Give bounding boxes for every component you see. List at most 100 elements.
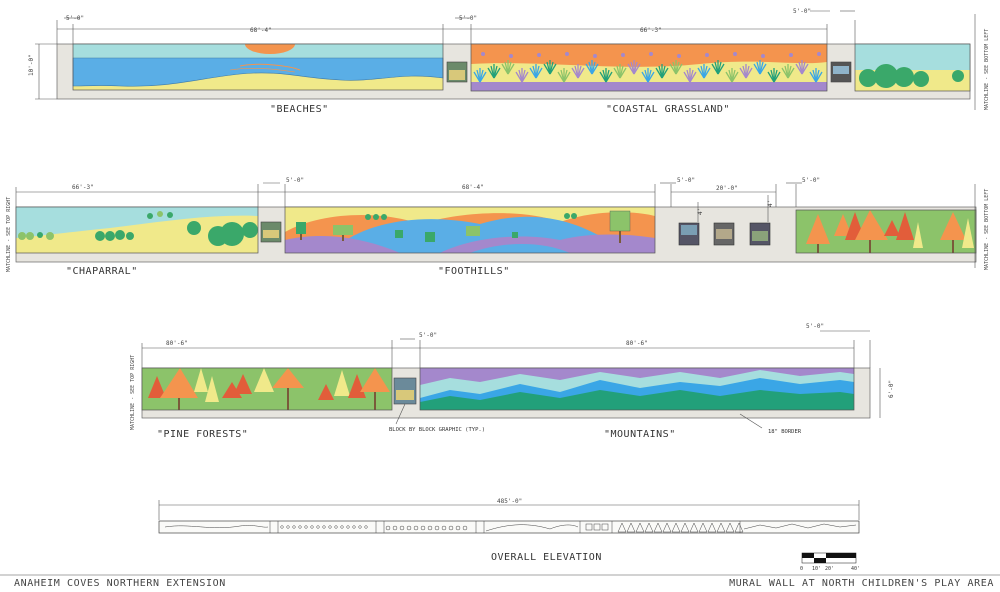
grass-blade bbox=[787, 67, 795, 79]
grass-blade bbox=[647, 71, 655, 83]
sketch-tuft bbox=[346, 525, 350, 529]
dim-row1-gap-b: 5'-0" bbox=[459, 15, 477, 22]
sketch-pine bbox=[707, 522, 717, 533]
flower-head bbox=[509, 54, 513, 58]
sketch-pine bbox=[671, 522, 681, 533]
row-3: 80'-6" 5'-0" 80'-6" 5'-0" 6'-0" MATCHLIN… bbox=[130, 323, 895, 440]
overall-thumbnail-sketch bbox=[164, 521, 857, 533]
grass-blade bbox=[745, 67, 753, 79]
sketch-hills bbox=[485, 524, 579, 532]
sketch-bush bbox=[385, 525, 391, 531]
scale-40: 40' bbox=[851, 566, 860, 572]
sketch-bush bbox=[427, 525, 433, 531]
grass-blade bbox=[591, 63, 599, 75]
dim-row2-foothills: 68'-4" bbox=[462, 184, 484, 191]
grass-blade bbox=[661, 67, 669, 79]
dim-row3-pine: 80'-6" bbox=[166, 340, 188, 347]
dim-row2-photos: 20'-0" bbox=[716, 185, 738, 192]
row-2-dimensions: 66'-3" 5'-0" 68'-4" 5'-0" 20'-0" 5'-0" 4… bbox=[15, 177, 820, 222]
label-mountains: "MOUNTAINS" bbox=[604, 429, 676, 440]
dim-row1-grassland: 66'-3" bbox=[640, 27, 662, 34]
flower-head bbox=[649, 52, 653, 56]
sketch-bush bbox=[399, 525, 405, 531]
row-1-dimensions: 5'-0" 68'-4" 5'-0" 66'-3" 5'-0" 10'-0" bbox=[28, 8, 856, 100]
annotation-block-graphic: BLOCK BY BLOCK GRAPHIC (TYP.) bbox=[389, 427, 485, 433]
sketch-tuft bbox=[298, 525, 302, 529]
chaparral-panel bbox=[15, 206, 259, 254]
dim-row2-gap-b: 5'-0" bbox=[677, 177, 695, 184]
flower-head bbox=[677, 54, 681, 58]
dim-row3-gap-b: 5'-0" bbox=[806, 323, 824, 330]
grass-blade bbox=[493, 67, 501, 79]
beaches-panel bbox=[72, 43, 444, 91]
sketch-pine bbox=[725, 522, 735, 533]
grass-blade bbox=[563, 71, 571, 83]
scale-0: 0 bbox=[800, 566, 803, 572]
dim-row2-gap-c: 5'-0" bbox=[802, 177, 820, 184]
sketch-tuft bbox=[280, 525, 284, 529]
row-1: 5'-0" 68'-4" 5'-0" 66'-3" 5'-0" 10'-0" M… bbox=[28, 8, 990, 115]
leader-block-graphic bbox=[395, 403, 406, 425]
sketch-tuft bbox=[334, 525, 338, 529]
grass-blade bbox=[507, 63, 515, 75]
sketch-tuft bbox=[364, 525, 368, 529]
sketch-bush bbox=[448, 525, 454, 531]
row-2: 66'-3" 5'-0" 68'-4" 5'-0" 20'-0" 5'-0" 4… bbox=[6, 177, 990, 277]
sketch-tuft bbox=[304, 525, 308, 529]
grass-blade bbox=[773, 71, 781, 83]
coastal-grassland-panel bbox=[470, 43, 828, 92]
grass-blade bbox=[731, 71, 739, 83]
dim-row2-chaparral: 66'-3" bbox=[72, 184, 94, 191]
grass-blade bbox=[619, 67, 627, 79]
flower-head bbox=[481, 52, 485, 56]
dim-row2-small-a: 4' bbox=[697, 208, 704, 215]
sketch-pine bbox=[698, 522, 708, 533]
flower-head bbox=[593, 54, 597, 58]
grass-blade bbox=[605, 71, 613, 83]
sketch-pine bbox=[635, 522, 645, 533]
grass-blade bbox=[633, 63, 641, 75]
flower-head bbox=[733, 52, 737, 56]
title-block: ANAHEIM COVES NORTHERN EXTENSION MURAL W… bbox=[0, 574, 1000, 589]
pine-forests-panel bbox=[141, 367, 393, 411]
flower-head bbox=[565, 52, 569, 56]
grass-blade bbox=[675, 63, 683, 75]
flower-head bbox=[817, 52, 821, 56]
grass-blade bbox=[549, 63, 557, 75]
sketch-bush bbox=[420, 525, 426, 531]
flower-head bbox=[705, 53, 709, 57]
pine-forest-start-panel bbox=[795, 209, 977, 254]
scale-10: 10' bbox=[812, 566, 821, 572]
dim-row1-height: 10'-0" bbox=[28, 54, 35, 76]
dim-row2-small-b: 4' bbox=[767, 200, 774, 207]
dim-overall: 485'-0" bbox=[497, 498, 522, 505]
label-chaparral: "CHAPARRAL" bbox=[66, 266, 138, 277]
grass-tufts bbox=[473, 52, 823, 83]
matchline-top-right: MATCHLINE - SEE BOTTOM LEFT bbox=[984, 29, 990, 110]
label-beaches: "BEACHES" bbox=[270, 104, 329, 115]
sketch-tuft bbox=[310, 525, 314, 529]
dim-row2-gap-a: 5'-0" bbox=[286, 177, 304, 184]
title-right: MURAL WALL AT NORTH CHILDREN'S PLAY AREA bbox=[729, 578, 994, 589]
scale-bar: 0 10' 20' 40' bbox=[800, 552, 860, 572]
dim-row1-beaches: 68'-4" bbox=[250, 27, 272, 34]
sketch-tuft bbox=[340, 525, 344, 529]
overall-elevation-title: OVERALL ELEVATION bbox=[491, 552, 602, 563]
flower-head bbox=[537, 53, 541, 57]
matchline-row2-right: MATCHLINE - SEE BOTTOM LEFT bbox=[984, 189, 990, 270]
grass-blade bbox=[801, 63, 809, 75]
leader-border bbox=[739, 413, 763, 429]
matchline-row3-left: MATCHLINE - SEE TOP RIGHT bbox=[130, 355, 136, 430]
sketch-bush bbox=[406, 525, 412, 531]
sketch-pine bbox=[716, 522, 726, 533]
grass-blade bbox=[689, 71, 697, 83]
sketch-bush bbox=[455, 525, 461, 531]
foothills-panel bbox=[284, 206, 656, 254]
row-3-dimensions: 80'-6" 5'-0" 80'-6" 5'-0" 6'-0" bbox=[141, 323, 895, 418]
photo-tiles bbox=[678, 222, 771, 246]
grass-blade bbox=[577, 67, 585, 79]
sketch-tuft bbox=[292, 525, 296, 529]
sketch-pine bbox=[626, 522, 636, 533]
dim-row1-gap-a: 5'-0" bbox=[66, 15, 84, 22]
sketch-pine bbox=[680, 522, 690, 533]
